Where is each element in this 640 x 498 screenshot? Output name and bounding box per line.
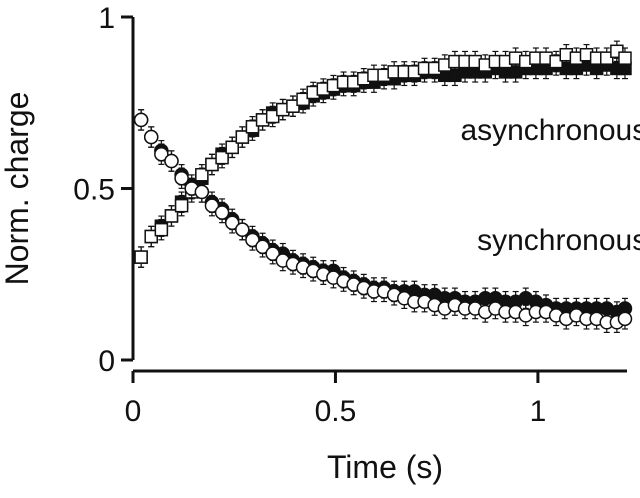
data-point [214,205,230,220]
y-tick-label: 0 [98,345,115,378]
data-point [215,150,229,165]
data-point [618,51,632,65]
data-point [225,140,239,155]
series-label: asynchronous [460,114,640,147]
data-point [143,129,159,145]
y-tick-label: 1 [98,2,115,35]
series-square-open [134,40,632,268]
data-point [144,229,158,244]
data-point [245,232,260,248]
data-point [164,209,179,223]
data-point [296,92,310,107]
data-point [224,215,240,231]
data-point [205,157,219,172]
x-tick-label: 1 [530,395,547,428]
series-layer [133,40,633,334]
annotation-layer: asynchronous synchronous [460,114,640,257]
x-tick-label: 0.5 [315,395,357,428]
data-point [265,246,280,261]
data-point [164,153,179,169]
y-tick-label: 0.5 [73,174,115,207]
data-point [286,99,300,113]
data-point [154,222,169,237]
data-point [195,168,209,182]
data-point [154,146,169,162]
data-point [133,112,149,128]
data-point [194,184,210,200]
data-point [549,54,563,69]
x-axis-title: Time (s) [327,449,443,485]
data-point [255,239,270,255]
data-point [134,250,148,264]
data-point [265,109,280,124]
data-point [235,130,250,144]
data-point [204,198,220,213]
data-point [617,311,633,327]
series-label: synchronous [477,224,640,257]
data-point [235,222,250,237]
data-point [245,120,260,134]
ticks: 0 0.5 1 0 0.5 1 [73,2,546,428]
data-point [174,170,189,186]
series-circle-open [133,109,633,334]
data-point [174,198,189,213]
y-axis-title: Norm. charge [0,92,35,286]
x-tick-label: 0 [125,395,142,428]
data-point [600,51,614,65]
